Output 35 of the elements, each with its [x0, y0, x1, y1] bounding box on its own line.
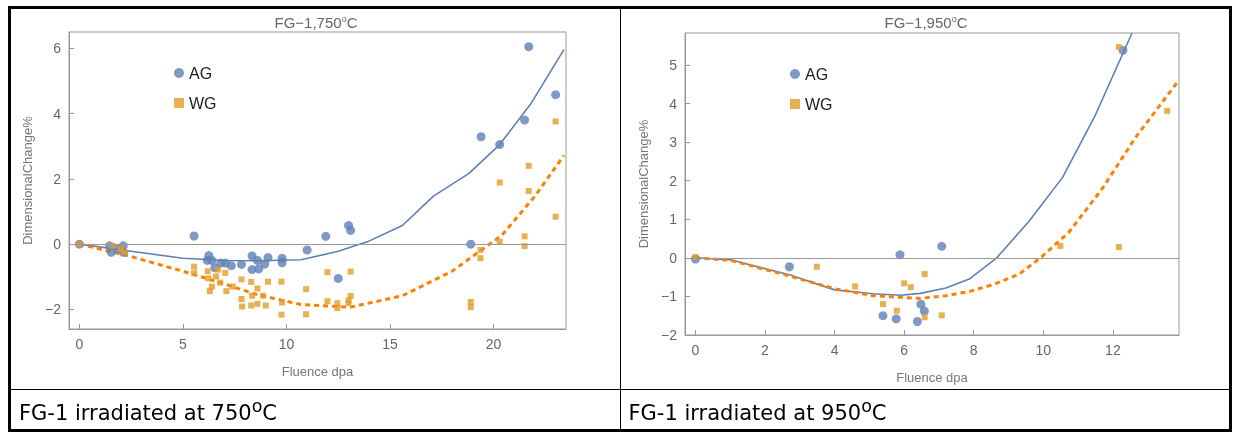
x-axis-title: Fluence dpa [895, 370, 969, 385]
x-tick-label: 2 [760, 342, 769, 358]
y-tick-label: 4 [53, 105, 62, 122]
x-tick-label: 10 [278, 336, 295, 352]
y-tick-label: 2 [668, 172, 677, 189]
x-tick-label: 10 [1035, 342, 1051, 358]
y-tick-label: −2 [660, 327, 677, 343]
x-tick-label: 6 [899, 342, 908, 358]
text: FG-1 irradiated at 950$^{o}$C [620, 389, 1230, 430]
y-axis-title: DimensionalChange% [635, 119, 651, 249]
y-tick-label: 0 [668, 249, 677, 266]
y-axis-title: DimensionalChange% [20, 115, 36, 245]
y-tick-label: 1 [668, 211, 677, 228]
x-tick-label: 20 [485, 336, 502, 352]
x-tick-label: 0 [691, 342, 700, 358]
y-tick-label: 5 [668, 57, 677, 74]
x-tick-label: 5 [179, 336, 187, 352]
legend-label: WG [804, 95, 833, 113]
x-tick-label: 8 [969, 342, 978, 358]
legend-label: AG [189, 64, 213, 82]
x-tick-label: 15 [382, 336, 398, 352]
x-tick-label: 12 [1104, 342, 1121, 358]
y-tick-label: −2 [45, 301, 62, 318]
x-tick-label: 0 [75, 336, 84, 352]
y-tick-label: 2 [53, 170, 62, 187]
y-tick-label: 4 [668, 95, 677, 112]
legend-label: WG [189, 94, 217, 112]
y-tick-label: 6 [53, 40, 62, 57]
legend-label: AG [804, 65, 828, 83]
y-tick-label: −1 [660, 288, 677, 305]
x-tick-label: 4 [830, 342, 839, 358]
text: FG-1 irradiated at 750$^{o}$C [10, 389, 620, 430]
y-tick-label: 3 [668, 134, 677, 151]
x-axis-title: Fluence dpa [281, 364, 355, 379]
y-tick-label: 0 [53, 236, 62, 253]
